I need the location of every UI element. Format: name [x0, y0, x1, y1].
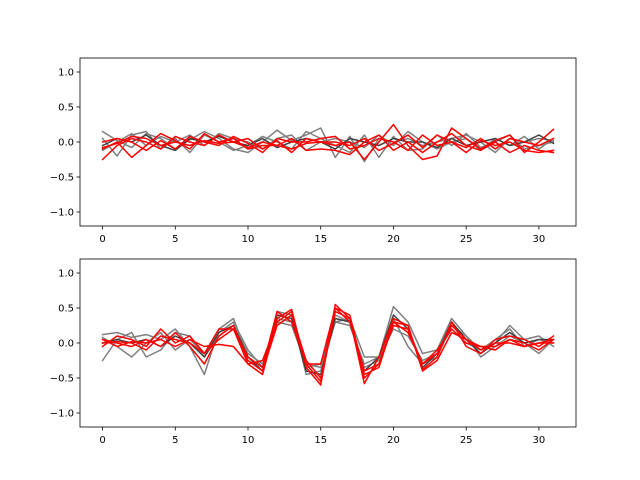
series-group [101, 303, 555, 386]
x-tick-label: 15 [314, 234, 327, 245]
series-line-6 [101, 134, 555, 154]
x-tick-label: 30 [533, 234, 546, 245]
y-tick-label: −0.5 [50, 374, 74, 385]
y-tick-label: −1.0 [50, 409, 74, 420]
x-tick-label: 20 [387, 435, 400, 446]
x-tick-label: 20 [387, 234, 400, 245]
x-tick-label: 25 [460, 234, 473, 245]
series-group [101, 123, 555, 163]
y-tick-label: 0.5 [58, 103, 74, 114]
top-subplot: 0 5 10 15 20 25 30 −1.0 −0.5 0.0 0.5 1.0 [50, 57, 577, 245]
y-tick-label: 1.0 [58, 68, 74, 79]
series-line-4 [101, 123, 555, 161]
x-tick-label: 10 [242, 435, 255, 446]
x-tick-label: 5 [172, 435, 178, 446]
y-tick-label: −0.5 [50, 173, 74, 184]
x-tick-label: 10 [242, 234, 255, 245]
x-tick-label: 5 [172, 234, 178, 245]
y-tick-label: 1.0 [58, 269, 74, 280]
y-tick-label: −1.0 [50, 208, 74, 219]
y-tick-label: 0.0 [58, 339, 74, 350]
y-tick-label: 0.5 [58, 304, 74, 315]
x-tick-label: 0 [99, 234, 105, 245]
y-tick-label: 0.0 [58, 138, 74, 149]
series-line-7 [101, 307, 555, 372]
series-line-2 [101, 130, 555, 152]
series-line-7 [101, 134, 555, 154]
bottom-subplot: 0 5 10 15 20 25 30 −1.0 −0.5 0.0 0.5 1.0 [50, 258, 577, 446]
x-tick-label: 0 [99, 435, 105, 446]
series-line-6 [101, 310, 555, 383]
x-tick-label: 25 [460, 435, 473, 446]
x-tick-label: 15 [314, 435, 327, 446]
x-tick-label: 30 [533, 435, 546, 446]
